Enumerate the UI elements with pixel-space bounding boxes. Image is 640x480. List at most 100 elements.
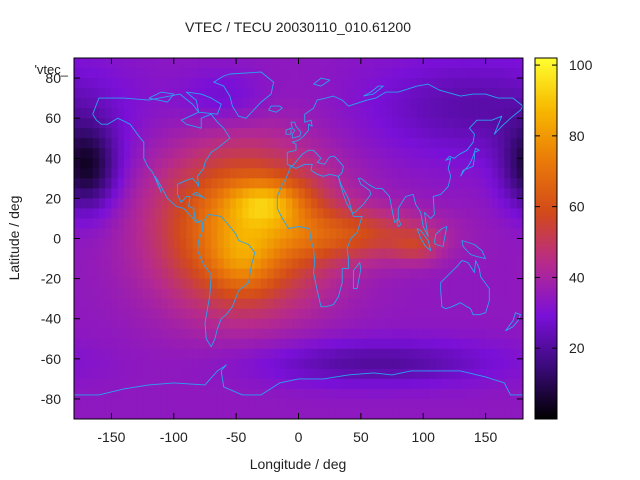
heatmap-cell	[423, 58, 431, 69]
heatmap-cell	[261, 68, 268, 79]
heatmap-cell	[454, 228, 462, 240]
heatmap-cell	[273, 108, 281, 119]
heatmap-cell	[248, 208, 256, 220]
heatmap-cell	[223, 68, 231, 79]
heatmap-cell	[441, 398, 449, 410]
heatmap-cell	[236, 358, 243, 370]
heatmap-cell	[410, 58, 418, 69]
heatmap-cell	[516, 398, 523, 410]
heatmap-cell	[504, 228, 512, 240]
heatmap-cell	[161, 268, 169, 280]
heatmap-cell	[510, 128, 518, 139]
heatmap-cell	[448, 108, 456, 119]
heatmap-cell	[229, 248, 237, 260]
heatmap-cell	[310, 368, 318, 380]
heatmap-cell	[92, 358, 100, 370]
heatmap-cell	[373, 58, 381, 69]
heatmap-cell	[130, 188, 137, 199]
heatmap-cell	[286, 238, 293, 250]
heatmap-cell	[186, 248, 194, 260]
heatmap-cell	[248, 98, 256, 109]
heatmap-cell	[111, 88, 119, 99]
heatmap-cell	[261, 348, 268, 360]
heatmap-cell	[379, 278, 387, 290]
heatmap-cell	[379, 238, 387, 250]
heatmap-cell	[448, 198, 456, 210]
heatmap-cell	[192, 78, 200, 89]
heatmap-cell	[416, 228, 424, 240]
heatmap-cell	[398, 168, 406, 179]
heatmap-cell	[392, 78, 399, 89]
heatmap-cell	[491, 58, 499, 69]
heatmap-cell	[267, 78, 275, 89]
heatmap-cell	[167, 218, 175, 230]
heatmap-cell	[142, 328, 150, 340]
heatmap-cell	[248, 308, 256, 320]
heatmap-cell	[466, 108, 474, 119]
heatmap-cell	[317, 168, 325, 179]
heatmap-cell	[173, 148, 181, 159]
heatmap-cell	[236, 368, 243, 380]
heatmap-cell	[404, 128, 412, 139]
heatmap-cell	[385, 78, 393, 89]
heatmap-cell	[86, 58, 94, 69]
heatmap-cell	[254, 138, 262, 149]
heatmap-cell	[429, 348, 437, 360]
heatmap-cell	[466, 288, 474, 300]
heatmap-cell	[441, 388, 449, 400]
heatmap-cell	[273, 178, 281, 189]
heatmap-cell	[516, 348, 523, 360]
heatmap-cell	[385, 338, 393, 350]
heatmap-cell	[173, 108, 181, 119]
heatmap-cell	[385, 258, 393, 270]
heatmap-cell	[392, 178, 399, 189]
heatmap-cell	[223, 398, 231, 410]
heatmap-cell	[348, 238, 356, 250]
heatmap-cell	[229, 308, 237, 320]
heatmap-cell	[335, 388, 343, 400]
heatmap-cell	[211, 278, 219, 290]
heatmap-cell	[261, 108, 268, 119]
heatmap-cell	[323, 278, 331, 290]
heatmap-cell	[86, 368, 94, 380]
heatmap-cell	[229, 228, 237, 240]
heatmap-cell	[360, 248, 368, 260]
heatmap-cell	[254, 198, 262, 210]
heatmap-cell	[286, 68, 293, 79]
heatmap-cell	[392, 128, 399, 139]
heatmap-cell	[142, 308, 150, 320]
heatmap-cell	[460, 258, 468, 270]
heatmap-cell	[360, 318, 368, 330]
heatmap-cell	[229, 78, 237, 89]
heatmap-cell	[466, 78, 474, 89]
heatmap-cell	[454, 128, 462, 139]
heatmap-cell	[155, 298, 162, 310]
heatmap-cell	[460, 358, 468, 370]
heatmap-cell	[130, 208, 137, 220]
heatmap-cell	[435, 288, 443, 300]
heatmap-cell	[111, 208, 119, 220]
heatmap-cell	[479, 108, 487, 119]
heatmap-cell	[292, 328, 300, 340]
heatmap-cell	[217, 368, 225, 380]
heatmap-cell	[204, 128, 212, 139]
heatmap-cell	[173, 88, 181, 99]
heatmap-cell	[186, 398, 194, 410]
heatmap-cell	[173, 308, 181, 320]
heatmap-cell	[92, 368, 100, 380]
heatmap-cell	[516, 68, 523, 79]
heatmap-cell	[198, 258, 206, 270]
heatmap-cell	[454, 288, 462, 300]
heatmap-cell	[429, 178, 437, 189]
heatmap-cell	[298, 58, 306, 69]
heatmap-cell	[248, 148, 256, 159]
heatmap-cell	[74, 258, 81, 270]
heatmap-cell	[360, 168, 368, 179]
heatmap-cell	[423, 78, 431, 89]
heatmap-cell	[180, 58, 187, 69]
heatmap-cell	[192, 158, 200, 169]
heatmap-cell	[323, 308, 331, 320]
heatmap-cell	[298, 398, 306, 410]
heatmap-cell	[310, 148, 318, 159]
heatmap-cell	[298, 148, 306, 159]
